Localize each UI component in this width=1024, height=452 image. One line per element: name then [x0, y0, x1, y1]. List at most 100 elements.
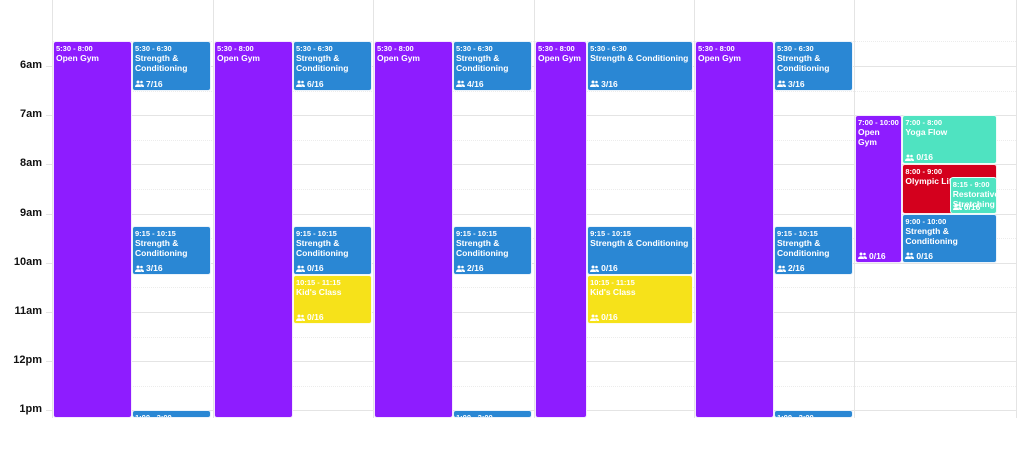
- attendance-count-text: 0/16: [307, 263, 324, 274]
- event-time: 1:00 - 2:00: [456, 413, 493, 418]
- attendance-count: 7/16: [135, 79, 163, 89]
- people-icon: [590, 265, 600, 272]
- event-time: 10:15 - 11:15: [590, 278, 635, 288]
- event-time: 9:15 - 10:15: [135, 228, 176, 238]
- event-time: 5:30 - 8:00: [56, 44, 93, 54]
- event-title: Open Gym: [56, 53, 99, 64]
- attendance-count: 3/16: [135, 263, 163, 273]
- attendance-count-text: 4/16: [467, 78, 484, 89]
- event-title: Strength & Conditioning: [296, 237, 349, 258]
- event-fit-over-50[interactable]: 1:00 - 2:00Fit Over 50: [453, 410, 532, 418]
- event-strength[interactable]: 5:30 - 6:30 Strength & Conditioning 3/16: [587, 41, 693, 91]
- time-label: 8am: [19, 157, 42, 170]
- attendance-count-text: 0/16: [307, 312, 324, 323]
- attendance-count: 0/16: [858, 251, 886, 261]
- event-time: 1:00 - 2:00: [777, 413, 814, 418]
- event-title: Kid's Class: [296, 287, 342, 298]
- event-time: 8:15 - 9:00: [952, 179, 990, 189]
- attendance-count-text: 0/16: [601, 312, 618, 323]
- event-strength[interactable]: 5:30 - 6:30 Strength & Conditioning 4/16: [453, 41, 532, 91]
- event-title: Strength & Conditioning: [777, 53, 830, 74]
- event-kids-class[interactable]: 10:15 - 11:15 Kid's Class 0/16: [587, 275, 693, 325]
- event-time: 5:30 - 6:30: [777, 44, 814, 54]
- time-label: 12pm: [13, 354, 42, 367]
- attendance-count: 0/16: [952, 201, 981, 212]
- attendance-count-text: 3/16: [146, 263, 163, 274]
- attendance-count: 2/16: [777, 263, 805, 273]
- event-time: 5:30 - 6:30: [456, 44, 493, 54]
- event-strength[interactable]: 5:30 - 6:30 Strength & Conditioning 3/16: [774, 41, 853, 91]
- event-title: Strength & Conditioning: [590, 237, 689, 248]
- event-time: 9:15 - 10:15: [456, 228, 497, 238]
- event-open-gym[interactable]: 7:00 - 10:00 Open Gym 0/16: [855, 115, 903, 263]
- day-divider: [854, 0, 855, 418]
- event-title: Strength & Conditioning: [777, 237, 830, 258]
- event-title: Strength & Conditioning: [135, 237, 188, 258]
- event-strength[interactable]: 9:15 - 10:15 Strength & Conditioning 2/16: [774, 225, 853, 276]
- event-time: 5:30 - 8:00: [698, 44, 735, 54]
- event-title: Strength & Conditioning: [456, 53, 509, 74]
- gutter-tick: [46, 164, 52, 166]
- event-kids-class[interactable]: 10:15 - 11:15 Kid's Class 0/16: [293, 275, 372, 325]
- people-icon: [777, 265, 786, 272]
- event-title: Strength & Conditioning: [905, 225, 958, 246]
- people-icon: [858, 252, 867, 260]
- attendance-count-text: 2/16: [467, 263, 484, 274]
- event-open-gym[interactable]: 5:30 - 8:00 Open Gym: [374, 41, 453, 418]
- attendance-count: 0/16: [905, 251, 933, 261]
- event-open-gym[interactable]: 5:30 - 8:00 Open Gym: [53, 41, 132, 418]
- attendance-count-text: 7/16: [146, 78, 163, 89]
- people-icon: [777, 80, 786, 88]
- event-fit-over-50[interactable]: 1:00 - 2:00Fit Over 50: [132, 410, 211, 418]
- event-title: Yoga Flow: [905, 127, 948, 138]
- event-strength[interactable]: 9:15 - 10:15 Strength & Conditioning 3/16: [132, 225, 211, 276]
- event-title: Restorative Stretching: [952, 188, 998, 209]
- people-icon: [905, 154, 915, 161]
- event-strength[interactable]: 9:15 - 10:15 Strength & Conditioning 0/16: [587, 225, 693, 276]
- event-title: Strength & Conditioning: [135, 53, 188, 74]
- event-time: 9:00 - 10:00: [905, 216, 947, 226]
- event-strength[interactable]: 9:15 - 10:15 Strength & Conditioning 2/16: [453, 225, 532, 276]
- event-restorative-stretching[interactable]: 8:15 - 9:00 Restorative Stretching 0/16: [949, 176, 998, 214]
- event-time: 7:00 - 10:00: [858, 118, 899, 128]
- attendance-count: 0/16: [296, 312, 324, 322]
- people-icon: [296, 80, 305, 88]
- time-label: 1pm: [19, 403, 42, 416]
- gutter-tick: [46, 262, 52, 264]
- people-icon: [590, 314, 600, 321]
- event-fit-over-50[interactable]: 1:00 - 2:00Fit Over 50: [774, 410, 853, 418]
- time-label: 9am: [19, 206, 42, 219]
- day-divider: [373, 0, 374, 418]
- attendance-count: 4/16: [456, 79, 484, 89]
- event-title: Strength & Conditioning: [296, 53, 349, 74]
- event-strength[interactable]: 5:30 - 6:30 Strength & Conditioning 6/16: [293, 41, 372, 91]
- people-icon: [905, 252, 915, 260]
- attendance-count: 0/16: [296, 263, 324, 273]
- event-open-gym[interactable]: 5:30 - 8:00 Open Gym: [214, 41, 293, 418]
- day-divider: [694, 0, 695, 418]
- event-title: Strength & Conditioning: [590, 53, 689, 64]
- attendance-count-text: 0/16: [963, 201, 981, 212]
- attendance-count-text: 6/16: [307, 78, 324, 89]
- attendance-count: 3/16: [777, 79, 805, 89]
- event-title: Olympic Lifting: [905, 176, 968, 187]
- attendance-count-text: 0/16: [869, 250, 886, 261]
- event-time: 5:30 - 6:30: [135, 44, 172, 54]
- attendance-count: 3/16: [590, 79, 618, 89]
- event-open-gym[interactable]: 5:30 - 8:00 Open Gym: [535, 41, 588, 418]
- people-icon: [952, 203, 962, 211]
- event-time: 5:30 - 8:00: [217, 44, 254, 54]
- time-label: 7am: [19, 108, 42, 121]
- event-time: 5:30 - 8:00: [377, 44, 414, 54]
- event-time: 5:30 - 6:30: [590, 44, 627, 54]
- event-strength[interactable]: 5:30 - 6:30 Strength & Conditioning 7/16: [132, 41, 211, 91]
- people-icon: [296, 314, 305, 321]
- gutter-tick: [46, 66, 52, 67]
- event-open-gym[interactable]: 5:30 - 8:00 Open Gym: [695, 41, 774, 418]
- event-yoga-flow[interactable]: 7:00 - 8:00 Yoga Flow 0/16: [902, 115, 998, 165]
- attendance-count: 0/16: [905, 152, 933, 162]
- gutter-tick: [46, 410, 52, 412]
- event-strength[interactable]: 9:00 - 10:00 Strength & Conditioning 0/16: [902, 213, 998, 263]
- event-time: 1:00 - 2:00: [135, 413, 172, 418]
- event-strength[interactable]: 9:15 - 10:15 Strength & Conditioning 0/16: [293, 225, 372, 276]
